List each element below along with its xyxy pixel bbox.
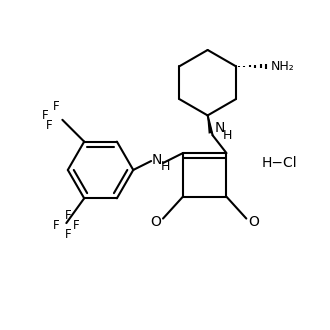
Text: O: O — [248, 214, 259, 228]
Text: O: O — [150, 214, 161, 228]
Text: F: F — [42, 109, 49, 122]
Polygon shape — [207, 115, 213, 134]
Text: H−Cl: H−Cl — [261, 156, 297, 170]
Text: F: F — [73, 218, 80, 232]
Text: H: H — [223, 129, 232, 142]
Text: N: N — [214, 121, 225, 135]
Text: F: F — [65, 209, 72, 222]
Text: H: H — [160, 160, 170, 174]
Text: F: F — [46, 119, 53, 132]
Text: F: F — [53, 218, 60, 232]
Text: F: F — [53, 100, 60, 114]
Text: F: F — [65, 228, 72, 242]
Text: N: N — [152, 153, 162, 167]
Text: NH₂: NH₂ — [271, 60, 294, 73]
